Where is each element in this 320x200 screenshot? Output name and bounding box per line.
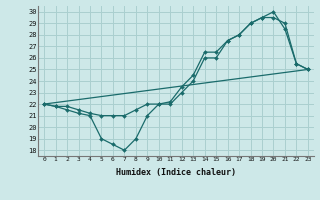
X-axis label: Humidex (Indice chaleur): Humidex (Indice chaleur)	[116, 168, 236, 177]
